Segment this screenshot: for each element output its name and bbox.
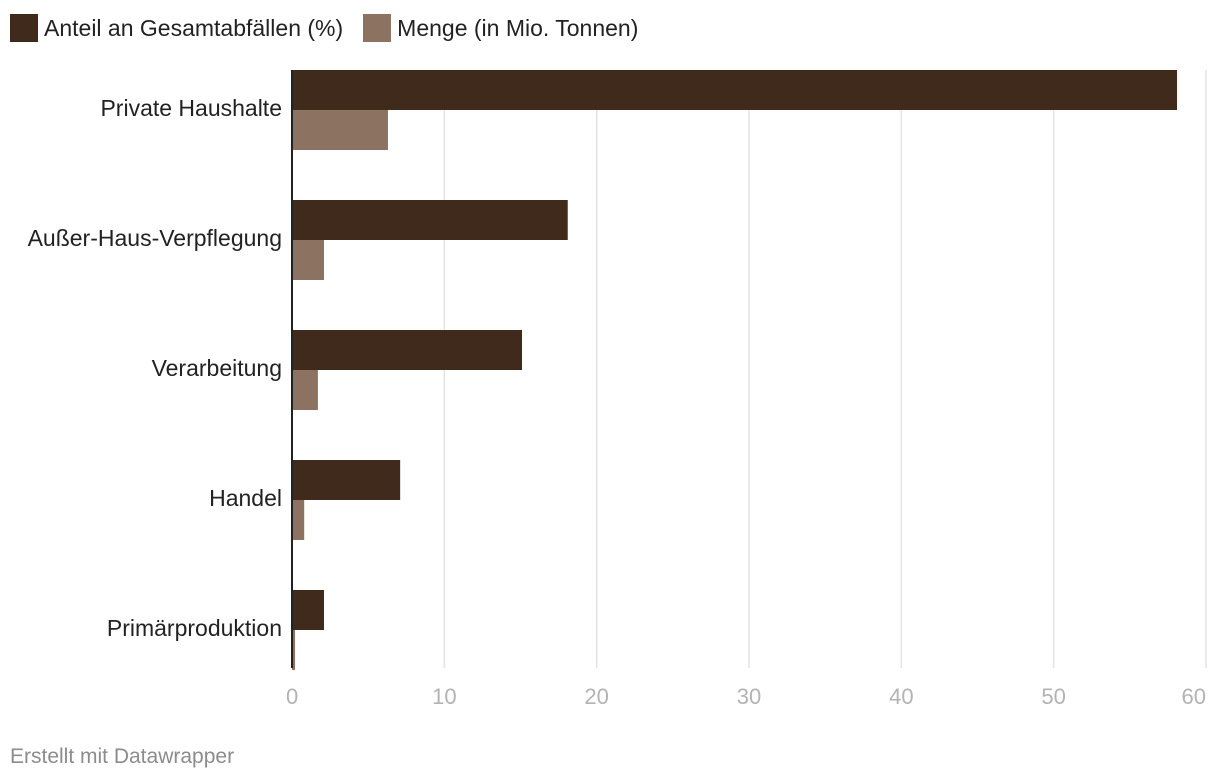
bar-anteil-0 xyxy=(292,70,1178,110)
legend-label-anteil: Anteil an Gesamtabfällen (%) xyxy=(44,14,344,41)
legend-swatch-anteil xyxy=(10,14,38,42)
x-tick-label-6: 60 xyxy=(1182,684,1206,709)
chart-legend: Anteil an Gesamtabfällen (%) Menge (in M… xyxy=(10,12,658,44)
category-label-1: Außer-Haus-Verpflegung xyxy=(28,225,282,251)
category-label-4: Primärproduktion xyxy=(107,615,282,641)
bar-menge-0 xyxy=(292,110,388,150)
category-label-2: Verarbeitung xyxy=(152,355,282,381)
category-label-3: Handel xyxy=(209,485,282,511)
x-tick-label-2: 20 xyxy=(584,684,608,709)
footer-credit: Erstellt mit Datawrapper xyxy=(10,745,235,768)
legend-swatch-menge xyxy=(363,14,392,42)
category-label-0: Private Haushalte xyxy=(100,95,282,121)
bar-anteil-1 xyxy=(292,200,568,240)
x-tick-label-5: 50 xyxy=(1041,684,1065,709)
legend-item-menge: Menge (in Mio. Tonnen) xyxy=(363,14,638,42)
bar-anteil-3 xyxy=(292,460,401,500)
bar-menge-2 xyxy=(292,370,318,410)
bar-menge-1 xyxy=(292,240,324,280)
x-tick-label-1: 10 xyxy=(432,684,456,709)
bar-menge-3 xyxy=(292,500,305,540)
bar-menge-4 xyxy=(292,630,296,670)
legend-label-menge: Menge (in Mio. Tonnen) xyxy=(397,14,639,41)
bar-anteil-2 xyxy=(292,330,523,370)
legend-item-anteil: Anteil an Gesamtabfällen (%) xyxy=(10,14,343,42)
x-tick-label-3: 30 xyxy=(737,684,761,709)
x-tick-label-0: 0 xyxy=(286,684,298,709)
x-tick-label-4: 40 xyxy=(889,684,913,709)
bar-anteil-4 xyxy=(292,590,324,630)
